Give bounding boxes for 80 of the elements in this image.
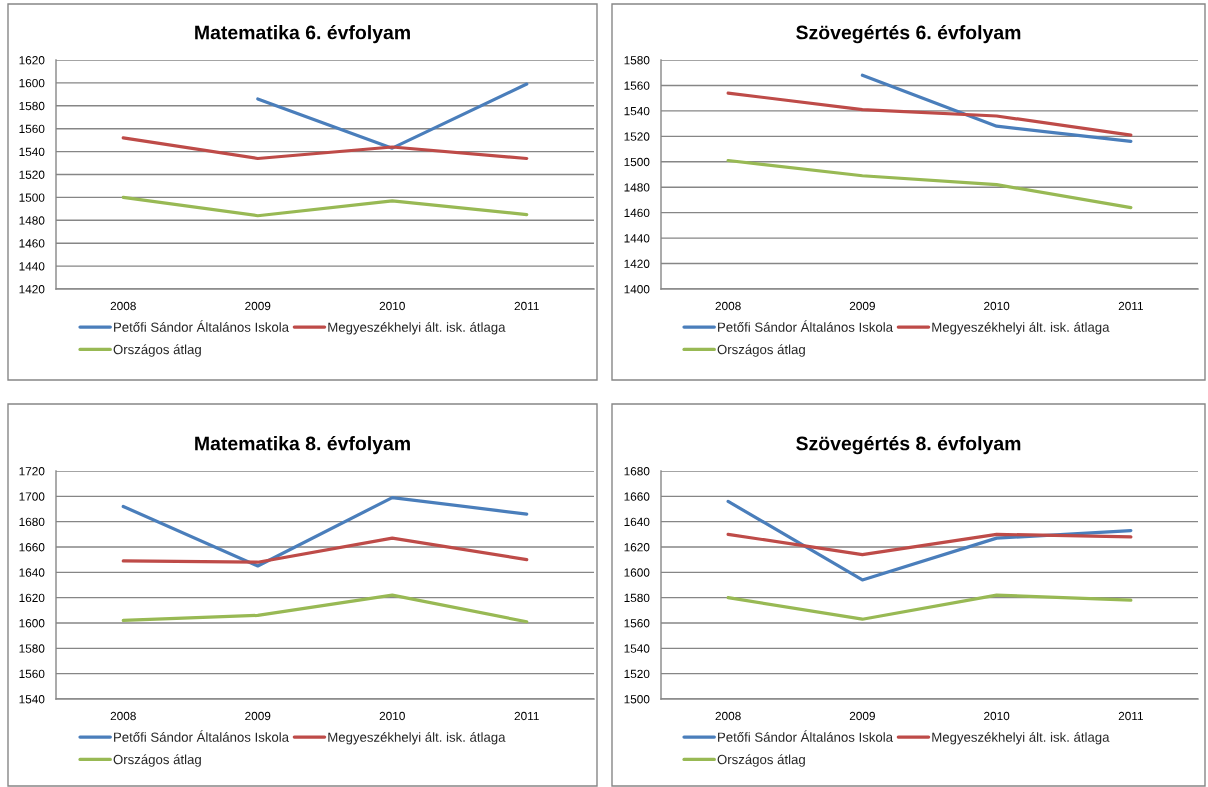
- y-tick-label: 1600: [19, 78, 45, 88]
- chart-title: Szövegértés 6. évfolyam: [796, 24, 1021, 44]
- chart-title: Matematika 6. évfolyam: [195, 24, 410, 44]
- x-tick-label: 2011: [514, 711, 539, 721]
- y-tick-label: 1640: [19, 568, 45, 577]
- y-tick-label: 1620: [624, 543, 650, 552]
- x-tick-label: 2008: [110, 711, 136, 721]
- line-series: [726, 158, 1133, 210]
- legend-label: Petőfi Sándor Általános Iskola: [114, 320, 290, 332]
- line-series: [121, 536, 529, 564]
- x-tick-label: 2010: [379, 301, 405, 311]
- legend-label: Megyeszékhelyi ált. isk. átlaga: [328, 322, 506, 335]
- y-tick-label: 1480: [19, 216, 45, 225]
- y-tick-label: 1460: [624, 208, 650, 218]
- y-tick-label: 1540: [624, 644, 650, 653]
- y-tick-label: 1500: [624, 157, 650, 167]
- y-tick-label: 1520: [624, 132, 650, 141]
- line-series: [121, 195, 529, 218]
- x-tick-label: 2010: [984, 711, 1010, 721]
- y-tick-label: 1720: [19, 467, 45, 476]
- y-tick-label: 1460: [19, 239, 45, 248]
- y-tick-label: 1520: [624, 669, 650, 679]
- y-tick-label: 1400: [624, 285, 650, 294]
- legend-label: Petőfi Sándor Általános Iskola: [718, 730, 894, 742]
- y-tick-label: 1500: [624, 695, 650, 704]
- y-tick-label: 1560: [19, 669, 45, 679]
- legend-label: Megyeszékhelyi ált. isk. átlaga: [932, 732, 1110, 745]
- y-tick-label: 1640: [624, 517, 650, 527]
- y-tick-label: 1600: [624, 568, 650, 577]
- line-series: [121, 496, 529, 568]
- y-tick-label: 1540: [19, 147, 45, 156]
- y-tick-label: 1540: [624, 106, 650, 116]
- y-tick-label: 1700: [19, 492, 45, 501]
- y-tick-label: 1660: [19, 543, 45, 552]
- y-tick-label: 1580: [19, 644, 45, 653]
- y-tick-label: 1580: [624, 593, 650, 603]
- legend-label: Országos átlag: [717, 754, 805, 767]
- x-tick-label: 2011: [1118, 301, 1143, 311]
- legend-label: Petőfi Sándor Általános Iskola: [718, 320, 894, 332]
- y-tick-label: 1480: [624, 183, 650, 192]
- x-tick-label: 2009: [849, 301, 875, 311]
- x-tick-label: 2010: [984, 301, 1010, 311]
- x-tick-label: 2008: [715, 301, 741, 311]
- x-tick-label: 2010: [379, 711, 405, 721]
- legend-label: Petőfi Sándor Általános Iskola: [114, 730, 290, 742]
- line-series: [726, 593, 1133, 621]
- legend-label: Országos átlag: [717, 344, 805, 357]
- y-tick-label: 1680: [624, 467, 650, 476]
- x-tick-label: 2009: [849, 711, 875, 721]
- chart-title: Matematika 8. évfolyam: [195, 435, 410, 455]
- y-tick-label: 1580: [19, 101, 45, 111]
- x-tick-label: 2008: [715, 711, 741, 721]
- y-tick-label: 1620: [19, 56, 45, 65]
- x-tick-label: 2009: [245, 711, 271, 721]
- y-tick-label: 1560: [19, 124, 45, 134]
- y-tick-label: 1540: [19, 695, 45, 704]
- y-tick-label: 1620: [19, 593, 45, 603]
- chart-title: Szövegértés 8. évfolyam: [796, 435, 1021, 455]
- x-tick-label: 2011: [1118, 711, 1143, 721]
- y-tick-label: 1680: [19, 517, 45, 527]
- line-series: [726, 91, 1133, 137]
- y-tick-label: 1440: [19, 262, 45, 271]
- legend-label: Országos átlag: [113, 344, 201, 357]
- y-tick-label: 1560: [624, 81, 650, 90]
- x-tick-label: 2011: [514, 301, 539, 311]
- y-tick-label: 1500: [19, 193, 45, 202]
- y-tick-label: 1660: [624, 492, 650, 501]
- y-tick-label: 1420: [624, 259, 650, 268]
- x-tick-label: 2009: [245, 301, 271, 311]
- legend-label: Megyeszékhelyi ált. isk. átlaga: [932, 322, 1110, 335]
- line-series: [121, 593, 529, 624]
- legend-label: Megyeszékhelyi ált. isk. átlaga: [328, 732, 506, 745]
- y-tick-label: 1420: [19, 285, 45, 294]
- y-tick-label: 1520: [19, 170, 45, 179]
- y-tick-label: 1600: [19, 619, 45, 628]
- y-tick-label: 1560: [624, 619, 650, 628]
- legend-label: Országos átlag: [113, 754, 201, 767]
- y-tick-label: 1440: [624, 234, 650, 243]
- x-tick-label: 2008: [110, 301, 136, 311]
- y-tick-label: 1580: [624, 56, 650, 65]
